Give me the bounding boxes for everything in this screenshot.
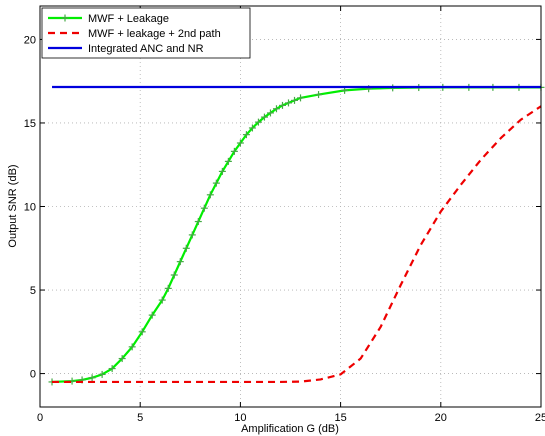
data-point-marker xyxy=(266,109,274,117)
data-point-marker xyxy=(194,218,202,226)
legend: MWF + Leakage MWF + leakage + 2nd path Int… xyxy=(41,7,251,59)
x-axis-label: Amplification G (dB) xyxy=(241,423,339,435)
y-tick-label: 0 xyxy=(30,369,36,381)
plot-background xyxy=(40,6,541,407)
data-point-marker xyxy=(176,258,184,266)
data-point-marker xyxy=(224,157,232,165)
data-point-marker xyxy=(254,118,262,126)
data-point-marker xyxy=(148,311,156,319)
data-point-marker xyxy=(272,105,280,113)
x-tick-label: 25 xyxy=(535,412,545,424)
data-point-marker xyxy=(164,284,172,292)
legend-item: Integrated ANC and NR xyxy=(48,43,204,55)
data-point-marker xyxy=(128,343,136,351)
data-point-marker xyxy=(291,96,299,104)
series-2 xyxy=(52,105,542,384)
data-point-marker xyxy=(98,370,106,378)
series-1 xyxy=(48,83,545,386)
x-tick-label: 15 xyxy=(334,412,346,424)
data-point-marker xyxy=(206,191,214,199)
legend-label: MWF + leakage + 2nd path xyxy=(88,28,221,40)
y-tick-label: 15 xyxy=(24,118,36,130)
data-point-marker xyxy=(88,374,96,382)
data-point-marker xyxy=(242,131,250,139)
data-point-marker xyxy=(297,94,305,102)
data-point-marker xyxy=(138,328,146,336)
series-layer xyxy=(48,83,545,386)
data-point-marker xyxy=(315,91,323,99)
data-point-marker xyxy=(218,167,226,175)
data-point-marker xyxy=(230,147,238,155)
data-point-marker xyxy=(118,355,126,363)
legend-item: MWF + Leakage xyxy=(48,13,169,25)
y-axis-label: Output SNR (dB) xyxy=(7,164,19,247)
data-point-marker xyxy=(170,271,178,279)
y-tick-label: 5 xyxy=(30,285,36,297)
data-point-marker xyxy=(278,101,286,109)
series-line xyxy=(52,105,542,384)
data-point-marker xyxy=(200,204,208,212)
x-tick-label: 10 xyxy=(234,412,246,424)
x-tick-label: 0 xyxy=(37,412,43,424)
data-point-marker xyxy=(158,296,166,304)
data-point-marker xyxy=(260,113,268,121)
y-tick-label: 20 xyxy=(24,34,36,46)
data-point-marker xyxy=(108,365,116,373)
legend-label: Integrated ANC and NR xyxy=(88,43,204,55)
data-point-marker xyxy=(188,231,196,239)
legend-item: MWF + leakage + 2nd path xyxy=(48,28,221,40)
data-point-marker xyxy=(284,99,292,107)
y-tick-label: 10 xyxy=(24,202,36,214)
axis-ticks: 0 5 10 15 20 25 0 5 10 15 20 xyxy=(24,6,545,424)
data-point-marker xyxy=(182,244,190,252)
x-tick-label: 5 xyxy=(137,412,143,424)
data-point-marker xyxy=(212,179,220,187)
series-line xyxy=(51,86,541,384)
data-point-marker xyxy=(236,139,244,147)
grid-lines xyxy=(40,6,541,407)
legend-label: MWF + Leakage xyxy=(88,13,169,25)
data-point-marker xyxy=(248,124,256,132)
x-tick-label: 20 xyxy=(435,412,447,424)
